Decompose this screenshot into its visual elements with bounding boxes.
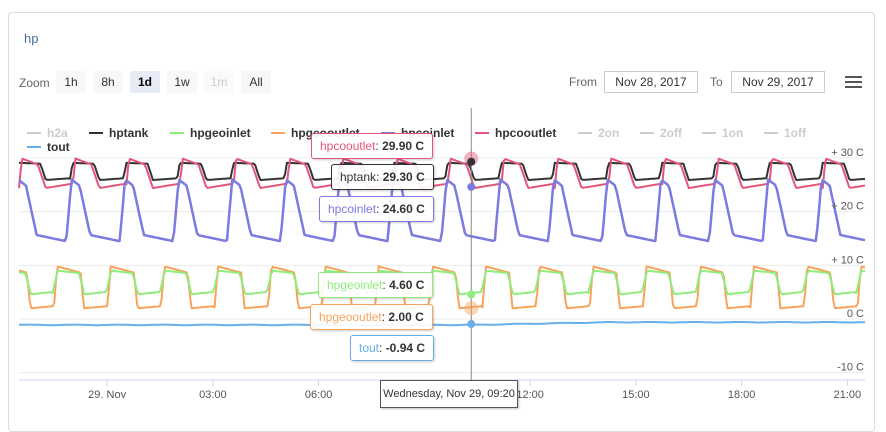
legend-item-1off[interactable]: 1off	[764, 126, 807, 140]
tooltip-series-name: hpgeooutlet	[319, 310, 382, 324]
y-tick: + 20 C	[831, 201, 864, 213]
tooltip-tout: tout: -0.94 C	[350, 335, 435, 361]
tooltip-hpcoinlet: hpcoinlet: 24.60 C	[319, 196, 434, 222]
line-chart: h2ahptankhpgeoinlethpgeooutlethpcoinleth…	[18, 108, 866, 401]
legend-item-h2a[interactable]: h2a	[27, 126, 68, 140]
crosshair	[464, 108, 479, 380]
y-axis: + 30 C + 20 C + 10 C 0 C -10 C	[831, 147, 864, 374]
legend-item-hpgeoinlet[interactable]: hpgeoinlet	[170, 126, 251, 140]
zoom-8h-button[interactable]: 8h	[93, 71, 123, 93]
tooltip-series-name: hpgeoinlet	[327, 278, 383, 292]
tooltip-value: -0.94 C	[385, 341, 426, 355]
x-tick-label: 12:00	[516, 389, 544, 401]
legend-item-tout[interactable]: tout	[27, 140, 70, 154]
crosshair-marker-hpgeooutlet	[464, 301, 479, 316]
x-tick: 06:00	[305, 389, 333, 401]
y-tick-label: 0 C	[847, 308, 864, 320]
from-date-input[interactable]	[604, 71, 698, 93]
series-hpcoinlet-line	[18, 178, 866, 243]
zoom-label: Zoom	[19, 76, 50, 90]
crosshair-marker-tout	[467, 320, 476, 329]
crosshair-marker-hpcoinlet	[467, 182, 476, 191]
crosshair-marker-hptank	[467, 157, 476, 166]
tooltip-hptank: hptank: 29.30 C	[331, 164, 434, 190]
tooltip-value: 29.90 C	[382, 139, 425, 153]
y-tick-label: -10 C	[837, 362, 864, 374]
zoom-1d-button[interactable]: 1d	[130, 71, 160, 93]
series-hpcooutlet-line	[18, 157, 866, 190]
y-tick: + 30 C	[831, 147, 864, 159]
tooltip-series-name: hptank	[340, 170, 377, 184]
tooltip-series-name: hpcoinlet	[328, 202, 377, 216]
x-tick: 12:00	[516, 389, 544, 401]
y-tick-label: + 10 C	[831, 254, 864, 266]
zoom-1m-button: 1m	[204, 71, 234, 93]
legend-label: tout	[47, 140, 70, 154]
legend-label: 1off	[784, 126, 807, 140]
x-tick-label: 06:00	[305, 389, 333, 401]
x-tick: 21:00	[834, 389, 862, 401]
y-tick-label: + 30 C	[831, 147, 864, 159]
tooltip-value: 24.60 C	[382, 202, 425, 216]
legend-item-1on[interactable]: 1on	[702, 126, 743, 140]
tooltip-hpgeoinlet: hpgeoinlet: 4.60 C	[318, 272, 434, 298]
tooltip-hpgeooutlet: hpgeooutlet: 2.00 C	[310, 304, 433, 330]
tooltip-hpcooutlet: hpcooutlet: 29.90 C	[311, 133, 434, 159]
legend-label: hpcooutlet	[495, 126, 556, 140]
legend-label: h2a	[47, 126, 68, 140]
series-lines	[18, 157, 866, 327]
x-tick: 15:00	[622, 389, 650, 401]
x-axis: 29. Nov 03:00 06:00 12:00 15:00 18:00 21:00	[88, 380, 861, 401]
hamburger-menu-icon[interactable]	[845, 76, 862, 90]
legend-label: 2on	[598, 126, 619, 140]
y-tick: + 10 C	[831, 254, 864, 266]
legend-item-hptank[interactable]: hptank	[89, 126, 149, 140]
y-tick-label: + 20 C	[831, 201, 864, 213]
legend-label: hptank	[109, 126, 149, 140]
legend-label: 1on	[722, 126, 743, 140]
series-tout-line	[18, 321, 865, 327]
legend-item-2on[interactable]: 2on	[578, 126, 619, 140]
legend-label: hpgeoinlet	[190, 126, 251, 140]
tooltip-value: 29.30 C	[382, 170, 425, 184]
x-tick-label: 21:00	[834, 389, 862, 401]
series-hpgeoinlet-line	[18, 269, 866, 296]
legend-item-2off[interactable]: 2off	[640, 126, 683, 140]
x-tick-label: 15:00	[622, 389, 650, 401]
y-tick: -10 C	[837, 362, 864, 374]
series-hptank-line	[18, 161, 866, 181]
tooltip-series-name: hpcooutlet	[320, 139, 376, 153]
crosshair-time-label: Wednesday, Nov 29, 09:20	[380, 380, 518, 408]
tooltip-value: 4.60 C	[389, 278, 425, 292]
legend-label: 2off	[660, 126, 683, 140]
zoom-1h-button[interactable]: 1h	[56, 71, 86, 93]
x-tick: 03:00	[199, 389, 227, 401]
crosshair-marker-hpgeoinlet	[467, 290, 476, 299]
chart-title: hp	[24, 31, 39, 46]
to-label: To	[710, 75, 723, 89]
x-tick-label: 18:00	[728, 389, 756, 401]
zoom-all-button[interactable]: All	[241, 71, 271, 93]
zoom-1w-button[interactable]: 1w	[167, 71, 197, 93]
to-date-input[interactable]	[731, 71, 825, 93]
y-tick: 0 C	[847, 308, 864, 320]
x-tick: 29. Nov	[88, 389, 126, 401]
from-label: From	[569, 75, 597, 89]
x-tick: 18:00	[728, 389, 756, 401]
tooltip-series-name: tout	[359, 341, 380, 355]
tooltip-value: 2.00 C	[388, 310, 424, 324]
x-tick-label: 29. Nov	[88, 389, 126, 401]
x-tick-label: 03:00	[199, 389, 227, 401]
legend-item-hpcooutlet[interactable]: hpcooutlet	[475, 126, 556, 140]
